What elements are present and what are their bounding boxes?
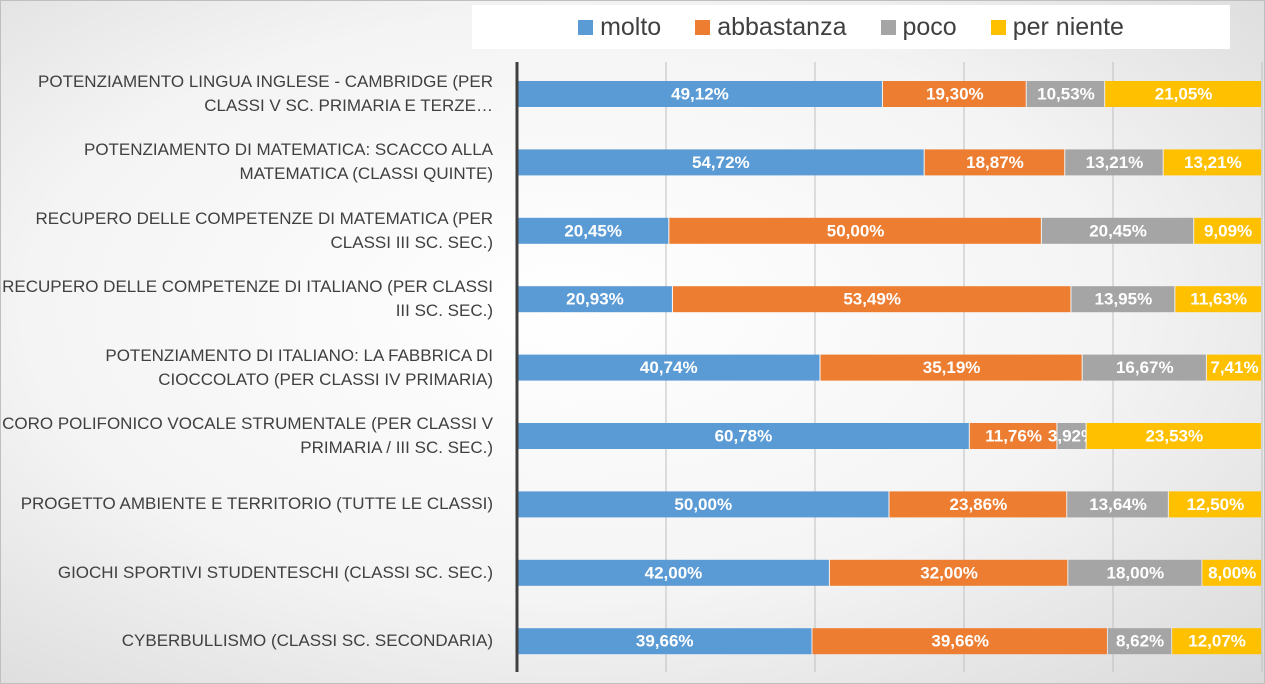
bar-segment <box>517 423 969 449</box>
bar-segment <box>1163 149 1262 176</box>
data-label: 8,62% <box>1116 632 1164 651</box>
bar-segment <box>1041 217 1194 244</box>
data-label: 39,66% <box>931 632 989 651</box>
bar-segment <box>882 81 1026 107</box>
data-label: 40,74% <box>640 358 698 377</box>
data-label: 50,00% <box>827 221 885 240</box>
category-label: CORO POLIFONICO VOCALE STRUMENTALE (PER … <box>2 414 493 457</box>
bar-segment <box>1026 81 1105 107</box>
legend-item: poco <box>880 12 957 42</box>
legend-swatch <box>880 19 896 35</box>
bar-segment <box>517 149 924 176</box>
legend-swatch <box>990 19 1006 35</box>
data-label: 13,21% <box>1184 153 1242 172</box>
data-label: 11,63% <box>1190 290 1247 309</box>
data-label: 39,66% <box>636 632 694 651</box>
data-label: 20,45% <box>564 221 622 240</box>
bar-segment <box>1107 628 1172 655</box>
bar-segment <box>517 217 669 244</box>
data-label: 50,00% <box>674 495 732 514</box>
data-label: 12,07% <box>1188 632 1246 651</box>
bar-segment <box>1057 423 1086 449</box>
data-label: 23,53% <box>1145 426 1203 445</box>
data-label: 18,87% <box>966 153 1024 172</box>
data-label: 53,49% <box>843 290 901 309</box>
data-label: 13,64% <box>1089 495 1147 514</box>
data-label: 7,41% <box>1210 358 1258 377</box>
bar-segment <box>672 286 1071 313</box>
bar-segment <box>829 559 1068 586</box>
bar-segment <box>1086 423 1261 449</box>
category-label: RECUPERO DELLE COMPETENZE DI ITALIANO (P… <box>2 277 493 321</box>
data-label: 13,21% <box>1086 153 1144 172</box>
bar-segment <box>812 628 1107 655</box>
data-label: 18,00% <box>1107 563 1165 582</box>
data-label: 10,53% <box>1037 84 1095 103</box>
data-label: 3,92% <box>1048 426 1096 445</box>
bar-segment <box>889 491 1067 518</box>
data-label: 20,45% <box>1089 221 1147 240</box>
bar-segment <box>517 628 812 655</box>
legend: molto abbastanza poco per niente <box>472 5 1230 49</box>
legend-label: per niente <box>1012 12 1124 41</box>
legend-swatch <box>578 19 594 35</box>
bar-segment <box>1168 491 1261 518</box>
bar-segment <box>517 491 889 518</box>
data-label: 42,00% <box>645 563 703 582</box>
bar-segment <box>1194 217 1261 244</box>
category-label: CYBERBULLISMO (CLASSI SC. SECONDARIA) <box>121 631 493 651</box>
bar-segment <box>517 286 672 313</box>
legend-swatch <box>695 19 711 35</box>
category-label: POTENZIAMENTO DI ITALIANO: LA FABBRICA D… <box>105 345 493 389</box>
bar-segment <box>924 149 1065 176</box>
category-label: POTENZIAMENTO DI MATEMATICA: SCACCO ALLA… <box>83 140 493 184</box>
data-label: 12,50% <box>1187 495 1245 514</box>
category-label: PROGETTO AMBIENTE E TERRITORIO (TUTTE LE… <box>20 494 493 514</box>
data-label: 23,86% <box>950 495 1008 514</box>
data-label: 16,67% <box>1116 358 1174 377</box>
data-label: 13,95% <box>1095 290 1153 309</box>
bar-segment <box>1202 559 1261 586</box>
bar-segment <box>1068 559 1202 586</box>
bar-segment <box>1206 354 1262 381</box>
bar-segment <box>1082 354 1206 381</box>
data-label: 54,72% <box>692 153 750 172</box>
bar-segment <box>820 354 1082 381</box>
legend-label: poco <box>902 12 957 41</box>
data-label: 60,78% <box>715 426 773 445</box>
bar-segment <box>969 423 1057 449</box>
category-label: GIOCHI SPORTIVI STUDENTESCHI (CLASSI SC.… <box>57 562 493 582</box>
data-label: 35,19% <box>923 358 981 377</box>
bar-segment <box>517 559 829 586</box>
bar-segment <box>1065 149 1163 176</box>
bar-segment <box>1071 286 1175 313</box>
data-label: 21,05% <box>1155 84 1213 103</box>
data-label: 20,93% <box>566 290 624 309</box>
category-label: POTENZIAMENTO LINGUA INGLESE - CAMBRIDGE… <box>38 72 493 115</box>
bar-segment <box>517 81 882 107</box>
bar-segment <box>669 217 1041 244</box>
data-label: 32,00% <box>920 563 978 582</box>
data-label: 49,12% <box>671 84 729 103</box>
legend-label: abbastanza <box>717 12 847 41</box>
legend-label: molto <box>600 12 662 41</box>
bar-segment <box>517 354 820 381</box>
bar-segment <box>1175 286 1261 313</box>
data-label: 11,76% <box>985 426 1042 445</box>
legend-item: per niente <box>990 12 1124 42</box>
bar-segment <box>1067 491 1168 518</box>
legend-item: molto <box>578 13 661 42</box>
bar-segment <box>1105 81 1261 107</box>
data-label: 9,09% <box>1204 221 1252 240</box>
category-label: RECUPERO DELLE COMPETENZE DI MATEMATICA … <box>35 208 494 252</box>
data-label: 19,30% <box>926 84 984 103</box>
bar-segment <box>1172 628 1262 655</box>
legend-item: abbastanza <box>695 12 847 42</box>
data-label: 8,00% <box>1208 563 1256 582</box>
